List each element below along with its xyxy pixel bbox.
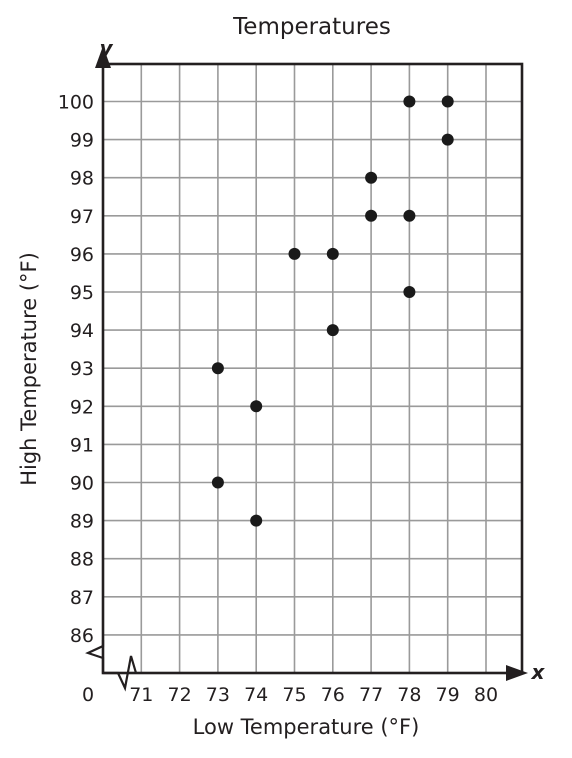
x-axis-label: Low Temperature (°F) — [193, 715, 420, 739]
x-tick-label: 72 — [168, 684, 192, 706]
y-tick-labels: 86 87 88 89 90 91 92 93 94 95 96 97 98 99 100 — [58, 92, 94, 647]
origin-label: 0 — [82, 684, 94, 706]
data-point — [326, 324, 339, 337]
y-tick-label: 93 — [70, 358, 94, 380]
data-point — [365, 209, 378, 222]
x-tick-label: 80 — [474, 684, 498, 706]
x-tick-label: 78 — [397, 684, 421, 706]
y-axis-label: High Temperature (°F) — [17, 252, 41, 486]
data-points — [211, 95, 454, 527]
data-point — [365, 171, 378, 184]
chart-title: Temperatures — [232, 14, 391, 40]
y-tick-label: 100 — [58, 92, 94, 114]
data-point — [403, 286, 416, 298]
y-tick-label: 96 — [70, 244, 94, 266]
x-tick-label: 79 — [436, 684, 460, 706]
x-axis-letter: x — [531, 660, 546, 684]
y-tick-label: 88 — [70, 549, 94, 571]
x-axis-break — [103, 655, 138, 692]
grid — [103, 64, 522, 673]
y-tick-label: 89 — [70, 511, 94, 533]
y-tick-label: 90 — [70, 473, 94, 495]
y-axis-letter: y — [99, 36, 113, 60]
y-tick-label: 86 — [70, 625, 94, 647]
x-tick-label: 76 — [321, 684, 345, 706]
data-point — [441, 95, 454, 108]
x-axis-arrow — [506, 665, 528, 681]
x-tick-label: 77 — [359, 684, 383, 706]
plot-frame — [101, 62, 524, 675]
data-point — [288, 247, 301, 260]
x-tick-label: 73 — [206, 684, 230, 706]
y-tick-label: 92 — [70, 396, 94, 418]
x-tick-label: 71 — [129, 684, 153, 706]
y-tick-label: 91 — [70, 434, 94, 456]
data-point — [211, 362, 224, 375]
data-point — [250, 514, 263, 527]
y-axis-break — [85, 640, 105, 673]
y-tick-label: 99 — [70, 130, 94, 152]
y-tick-label: 87 — [70, 587, 94, 609]
y-tick-label: 98 — [70, 168, 94, 190]
y-axis-arrow — [95, 46, 111, 68]
x-tick-labels: 71 72 73 74 75 76 77 78 79 80 — [129, 684, 498, 706]
data-point — [250, 400, 263, 413]
x-tick-label: 75 — [282, 684, 306, 706]
data-point — [403, 95, 416, 108]
data-point — [403, 209, 416, 222]
y-tick-label: 94 — [70, 320, 94, 342]
x-tick-label: 74 — [244, 684, 268, 706]
y-tick-label: 97 — [70, 206, 94, 228]
data-point — [326, 247, 339, 260]
data-point — [441, 133, 454, 146]
data-point — [211, 476, 224, 489]
y-tick-label: 95 — [70, 282, 94, 304]
